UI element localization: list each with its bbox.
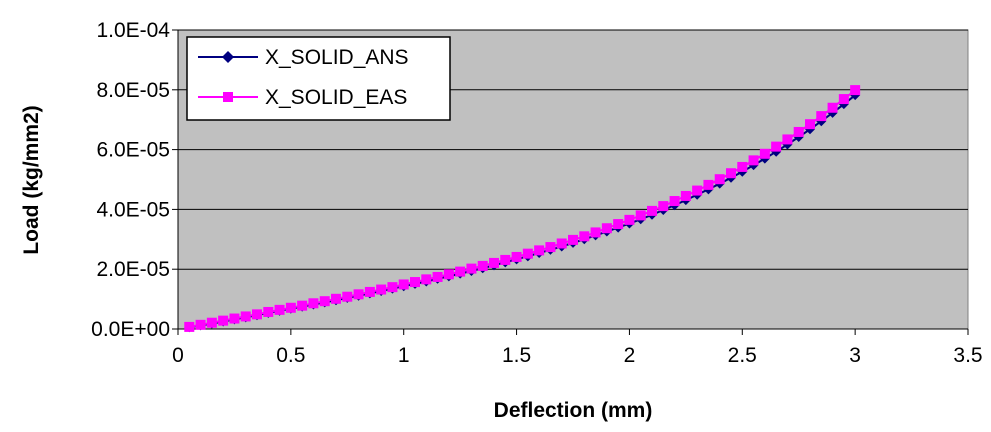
data-point bbox=[556, 238, 567, 249]
legend-label-eas: X_SOLID_EAS bbox=[265, 86, 407, 109]
data-point bbox=[590, 227, 601, 238]
data-point bbox=[545, 242, 556, 253]
y-tick-label: 2.0E-05 bbox=[96, 258, 170, 281]
data-point bbox=[252, 309, 262, 320]
x-tick-labels: 0 0.5 1 1.5 2 2.5 3 3.5 bbox=[172, 329, 983, 367]
data-point bbox=[838, 94, 849, 105]
data-point bbox=[285, 302, 296, 313]
gridlines bbox=[177, 29, 968, 330]
data-point bbox=[353, 289, 364, 300]
data-point bbox=[297, 300, 308, 311]
x-tick-label: 3.5 bbox=[953, 344, 982, 367]
data-point bbox=[827, 102, 838, 113]
data-point bbox=[601, 223, 612, 234]
legend-box bbox=[186, 36, 451, 121]
y-tick-label: 4.0E-05 bbox=[96, 198, 170, 221]
data-point bbox=[692, 185, 703, 196]
data-point bbox=[579, 231, 590, 242]
data-point bbox=[782, 134, 793, 145]
data-point bbox=[240, 311, 251, 322]
data-point bbox=[455, 266, 466, 277]
y-tick-label: 6.0E-05 bbox=[96, 139, 170, 162]
x-tick-label: 1.5 bbox=[502, 344, 531, 367]
x-tick-label: 0.5 bbox=[276, 344, 305, 367]
y-tick-label: 1.0E-04 bbox=[96, 19, 170, 42]
data-point bbox=[805, 124, 815, 135]
x-tick-label: 2.5 bbox=[728, 344, 757, 367]
data-point bbox=[613, 219, 624, 230]
data-point bbox=[771, 141, 782, 152]
data-point bbox=[263, 306, 274, 317]
data-point bbox=[669, 196, 680, 207]
data-point bbox=[364, 286, 375, 297]
data-point bbox=[398, 279, 409, 290]
data-point bbox=[511, 251, 522, 262]
x-tick-label: 0 bbox=[172, 344, 184, 367]
legend-label-ans: X_SOLID_ANS bbox=[265, 46, 409, 69]
data-point bbox=[680, 190, 691, 201]
data-point bbox=[658, 201, 669, 212]
x-axis-title: Deflection (mm) bbox=[494, 399, 653, 422]
data-point bbox=[759, 148, 770, 159]
legend: X_SOLID_ANS X_SOLID_EAS bbox=[186, 36, 451, 121]
data-point bbox=[421, 274, 432, 285]
data-point bbox=[635, 210, 646, 221]
data-point bbox=[534, 245, 545, 256]
data-point bbox=[410, 277, 420, 288]
data-point bbox=[568, 234, 578, 245]
data-point bbox=[793, 126, 804, 137]
x-tick-label: 1 bbox=[398, 344, 410, 367]
y-tick-labels: 0.0E+00 2.0E-05 4.0E-05 6.0E-05 8.0E-05 1.0E-… bbox=[91, 19, 178, 341]
y-axis-title: Load (kg/mm2) bbox=[20, 105, 43, 254]
data-point bbox=[522, 248, 533, 259]
data-point bbox=[218, 315, 229, 326]
data-point bbox=[184, 321, 195, 332]
data-point bbox=[850, 85, 861, 96]
data-point bbox=[308, 298, 319, 309]
data-point bbox=[466, 263, 477, 274]
data-point bbox=[726, 168, 736, 179]
data-point bbox=[805, 119, 815, 130]
data-point bbox=[195, 319, 206, 330]
data-point bbox=[737, 161, 748, 172]
data-point bbox=[331, 293, 341, 304]
legend-marker-diamond-icon bbox=[222, 51, 234, 63]
data-point bbox=[477, 260, 488, 271]
series-layer bbox=[184, 85, 861, 333]
data-point bbox=[342, 291, 353, 302]
data-point bbox=[714, 174, 725, 185]
data-point bbox=[274, 304, 285, 315]
data-point bbox=[319, 296, 330, 307]
data-point bbox=[443, 269, 454, 280]
data-point bbox=[500, 254, 511, 265]
y-tick-label: 0.0E+00 bbox=[91, 318, 170, 341]
data-point bbox=[376, 284, 387, 295]
y-tick-label: 8.0E-05 bbox=[96, 79, 170, 102]
data-point bbox=[387, 282, 398, 293]
data-point bbox=[624, 214, 635, 225]
data-point bbox=[432, 271, 443, 282]
data-point bbox=[229, 313, 240, 324]
x-tick-label: 2 bbox=[624, 344, 636, 367]
data-point bbox=[703, 179, 714, 190]
data-point bbox=[816, 111, 827, 122]
data-point bbox=[748, 155, 759, 166]
x-tick-label: 3 bbox=[849, 344, 861, 367]
data-point bbox=[489, 257, 499, 268]
data-point bbox=[206, 317, 217, 328]
legend-marker-square-icon bbox=[223, 92, 233, 102]
series-1 bbox=[184, 85, 861, 332]
data-point bbox=[647, 205, 657, 216]
